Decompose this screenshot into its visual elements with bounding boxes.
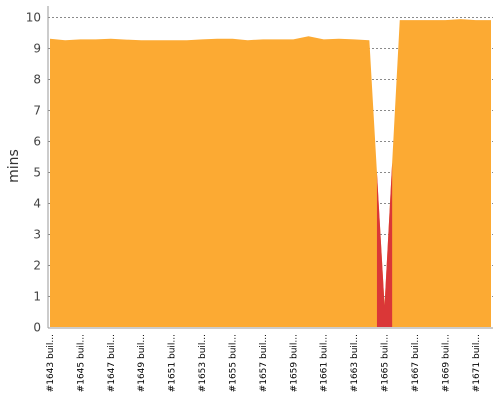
area-segment-failure xyxy=(376,162,393,327)
x-tick-label: #1643 buil... xyxy=(46,334,56,392)
y-tick-label: 5 xyxy=(33,166,41,180)
x-tick-label: #1647 buil... xyxy=(107,334,117,392)
x-tick-label: #1659 buil... xyxy=(289,334,299,392)
x-tick-label: #1651 buil... xyxy=(168,334,178,392)
y-tick-label: 9 xyxy=(33,42,41,56)
y-tick-label: 10 xyxy=(26,11,41,25)
y-tick-label: 7 xyxy=(33,104,41,118)
x-tick-label: #1655 buil... xyxy=(228,334,238,392)
axes xyxy=(47,6,493,329)
x-tick-labels: #1643 buil... #1645 buil... #1647 buil... #… xyxy=(46,334,482,392)
y-tick-label: 6 xyxy=(33,135,41,149)
x-tick-label: #1649 buil... xyxy=(137,334,147,392)
y-axis-title: mins xyxy=(6,149,22,183)
x-tick-label: #1669 buil... xyxy=(441,334,451,392)
area-series-success xyxy=(50,19,491,327)
x-tick-label: #1665 buil... xyxy=(381,334,391,392)
x-tick-label: #1671 buil... xyxy=(472,334,482,392)
y-tick-label: 4 xyxy=(33,197,41,211)
y-tick-label: 1 xyxy=(33,290,41,304)
x-tick-label: #1653 buil... xyxy=(198,334,208,392)
x-tick-label: #1661 buil... xyxy=(320,334,330,392)
x-tick-label: #1663 buil... xyxy=(350,334,360,392)
y-tick-label: 0 xyxy=(33,321,41,335)
duration-area xyxy=(50,19,491,327)
y-tick-labels: 0 1 2 3 4 5 6 7 8 9 10 xyxy=(26,11,41,335)
x-tick-label: #1657 buil... xyxy=(259,334,269,392)
y-tick-label: 3 xyxy=(33,228,41,242)
x-tick-label: #1667 buil... xyxy=(411,334,421,392)
y-tick-label: 2 xyxy=(33,259,41,273)
y-tick-label: 8 xyxy=(33,73,41,87)
x-tick-label: #1645 buil... xyxy=(76,334,86,392)
